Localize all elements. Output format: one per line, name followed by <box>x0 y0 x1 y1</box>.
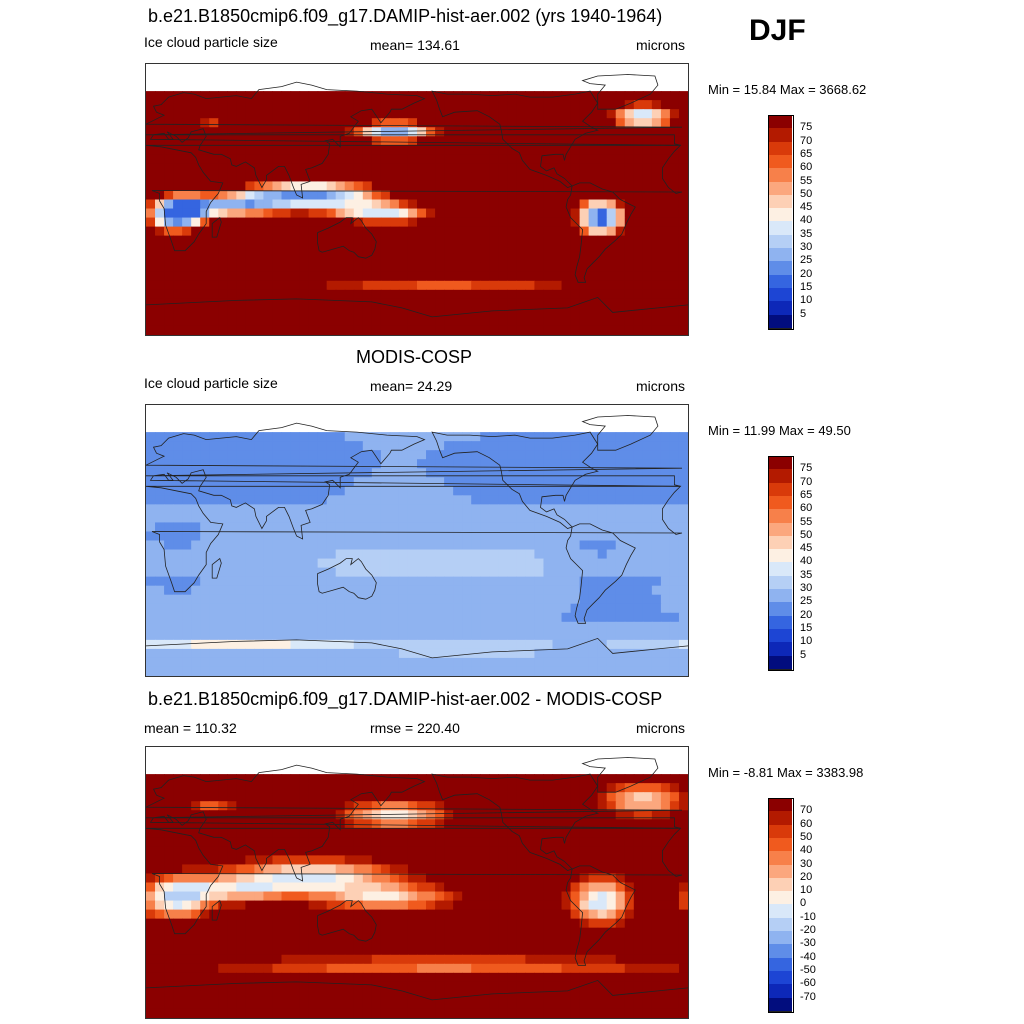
colorbar-tick-label: -20 <box>800 924 816 936</box>
panel-units-label: microns <box>636 37 686 53</box>
coastline-ant <box>146 637 688 659</box>
colorbar-tick-label: -60 <box>800 977 816 990</box>
coastline-grl <box>581 74 659 110</box>
coastline-ant <box>146 296 688 318</box>
coastline-eur <box>146 422 683 540</box>
colorbar-tick-label: 70 <box>800 134 813 147</box>
colorbar-tick-label: 40 <box>800 555 813 568</box>
coastline-sam <box>565 523 636 624</box>
colorbar-tick-label: 70 <box>800 475 813 488</box>
colorbar-tick-label: 25 <box>800 254 813 267</box>
colorbar-tick-label: 0 <box>800 897 807 910</box>
map-field <box>146 757 688 1018</box>
colorbar-tick-label: 50 <box>800 187 813 200</box>
colorbar-tick-label: 45 <box>800 542 813 555</box>
coastline-mad <box>211 216 222 238</box>
panel-mean-label: mean = 110.32 <box>144 720 237 736</box>
colorbar-tick-label: -40 <box>800 950 816 963</box>
colorbar-tick-label: -10 <box>800 910 816 923</box>
colorbar-tick-label: -70 <box>800 990 816 1003</box>
colorbar-tick-label: 60 <box>800 161 813 174</box>
coastline-aus <box>317 217 377 259</box>
colorbar-tick-label: 20 <box>800 608 813 621</box>
colorbar-tick-label: 45 <box>800 201 813 214</box>
coastline-grl <box>581 415 659 451</box>
colorbar-tick-label: 5 <box>800 648 807 661</box>
colorbar-frame <box>768 798 794 1013</box>
minmax-label: Min = -8.81 Max = 3383.98 <box>708 765 864 780</box>
colorbar-tick-label: 55 <box>800 174 813 187</box>
season-label: DJF <box>749 14 806 47</box>
colorbar-frame <box>768 456 794 671</box>
colorbar-tick-label: 35 <box>800 227 813 240</box>
colorbar-tick-label: 30 <box>800 582 813 594</box>
coastline-grl <box>581 757 659 793</box>
minmax-label: Min = 15.84 Max = 3668.62 <box>708 82 867 97</box>
colorbar-tick-label: 40 <box>800 844 813 857</box>
colorbar-tick-label: 35 <box>800 568 813 581</box>
coastline-sam <box>565 865 636 966</box>
colorbar-tick-label: 40 <box>800 214 813 227</box>
colorbar-tick-label: 50 <box>800 528 813 541</box>
colorbar-tick-label: 70 <box>800 804 813 817</box>
colorbar-tick-label: 50 <box>800 830 813 843</box>
panel-title-model: b.e21.B1850cmip6.f09_g17.DAMIP-hist-aer.… <box>148 6 663 26</box>
panel-title-obs: MODIS-COSP <box>356 347 473 367</box>
colorbar-tick-label: 30 <box>800 857 813 870</box>
colorbar-tick-label: 30 <box>800 241 813 253</box>
panel-variable-label: Ice cloud particle size <box>144 34 278 50</box>
colorbar-tick-label: 65 <box>800 147 813 160</box>
panel-variable-label: Ice cloud particle size <box>144 375 278 391</box>
coastline-aus <box>317 900 377 942</box>
colorbar-tick-label: 65 <box>800 488 813 501</box>
colorbar-tick-label: 15 <box>800 280 813 293</box>
coastline-afr <box>146 144 683 252</box>
coastline-eur <box>146 81 683 199</box>
coastline-aus <box>317 558 377 600</box>
coastline-sam <box>565 182 636 283</box>
colorbar-tick-label: 10 <box>800 635 813 648</box>
coastline-afr <box>146 827 683 935</box>
colorbar-tick-label: 75 <box>800 462 813 475</box>
coastline-mad <box>211 899 222 921</box>
colorbar-tick-label: 55 <box>800 515 813 528</box>
colorbar-tick-label: -50 <box>800 963 816 976</box>
colorbar-tick-label: 20 <box>800 870 813 883</box>
map-obs <box>145 404 689 677</box>
panel-units-label: microns <box>636 378 686 394</box>
panel-mean-label: mean= 24.29 <box>370 378 453 394</box>
coastline-ant <box>146 979 688 1001</box>
colorbar-tick-label: 60 <box>800 817 813 830</box>
map-model <box>145 63 689 336</box>
map-field <box>146 74 688 335</box>
colorbar-frame <box>768 115 794 330</box>
colorbar-tick-label: 15 <box>800 621 813 634</box>
panel-mean-label: mean= 134.61 <box>370 37 460 53</box>
coastline-eur <box>146 764 683 882</box>
colorbar-tick-label: 10 <box>800 884 813 897</box>
coastline-afr <box>146 485 683 593</box>
coastline-mad <box>211 557 222 579</box>
colorbar-tick-label: 5 <box>800 307 807 320</box>
colorbar-tick-label: -30 <box>800 937 816 950</box>
colorbar-tick-label: 75 <box>800 121 813 134</box>
panel-rmse-label: rmse = 220.40 <box>370 720 460 736</box>
colorbar-tick-label: 60 <box>800 502 813 515</box>
map-diff <box>145 746 689 1019</box>
colorbar-tick-label: 10 <box>800 294 813 307</box>
colorbar-tick-label: 20 <box>800 267 813 280</box>
colorbar-tick-label: 25 <box>800 595 813 608</box>
map-field <box>146 415 688 676</box>
panel-units-label: microns <box>636 720 686 736</box>
panel-title-diff: b.e21.B1850cmip6.f09_g17.DAMIP-hist-aer.… <box>148 689 663 709</box>
minmax-label: Min = 11.99 Max = 49.50 <box>708 423 851 438</box>
